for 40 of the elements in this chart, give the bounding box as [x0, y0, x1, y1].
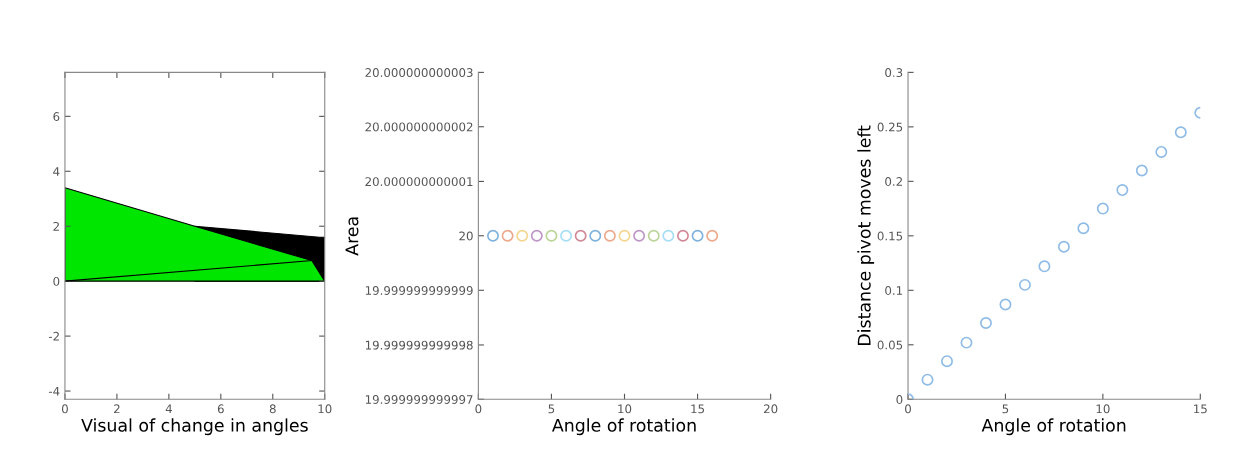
x-tick-label: 0 — [475, 404, 482, 414]
x-tick-label: 0 — [61, 404, 68, 414]
y-tick-label: 2 — [53, 221, 59, 231]
y-axis-title: Area — [345, 217, 359, 256]
x-tick-label: 6 — [217, 404, 224, 414]
y-tick-label: 0 — [53, 276, 60, 286]
x-tick-label: 5 — [548, 404, 555, 414]
y-tick-label: 0.1 — [885, 286, 903, 295]
x-tick-label: 10 — [618, 404, 632, 414]
x-tick-label: 4 — [165, 404, 172, 414]
y-tick-label: 20.000000000003 — [365, 68, 473, 78]
x-axis-title: Angle of rotation — [552, 418, 696, 436]
y-tick-label: 0.25 — [877, 122, 903, 132]
y-tick-label: 20.000000000002 — [365, 122, 473, 132]
y-tick-label: 0.15 — [877, 231, 903, 241]
y-tick-label: 4 — [53, 167, 60, 176]
x-tick-label: 8 — [269, 404, 276, 414]
y-tick-label: 19.999999999998 — [365, 340, 473, 350]
x-tick-label: 10 — [1096, 404, 1110, 414]
y-tick-label: 19.999999999997 — [365, 395, 473, 404]
y-tick-label: 0.05 — [877, 340, 903, 350]
x-tick-label: 5 — [1002, 404, 1009, 414]
y-tick-label: -2 — [48, 331, 59, 341]
y-tick-label: 0 — [896, 395, 903, 404]
y-tick-label: -4 — [48, 386, 60, 396]
x-tick-label: 10 — [318, 404, 332, 414]
x-tick-label: 15 — [1194, 404, 1207, 414]
x-axis-title: Visual of change in angles — [81, 418, 308, 436]
y-tick-label: 0.3 — [885, 68, 903, 78]
y-tick-label: 19.999999999999 — [365, 285, 473, 295]
y-tick-label: 6 — [53, 112, 60, 121]
x-tick-label: 0 — [905, 404, 911, 414]
x-axis-title: Angle of rotation — [981, 418, 1126, 436]
x-tick-label: 2 — [114, 404, 120, 414]
y-tick-label: 20.000000000001 — [365, 177, 473, 187]
y-tick-label: 0.2 — [885, 177, 902, 186]
x-tick-label: 15 — [691, 404, 705, 414]
y-tick-label: 20 — [459, 231, 473, 241]
x-tick-label: 20 — [763, 404, 778, 414]
y-axis-title: Distance pivot moves left — [857, 125, 875, 345]
